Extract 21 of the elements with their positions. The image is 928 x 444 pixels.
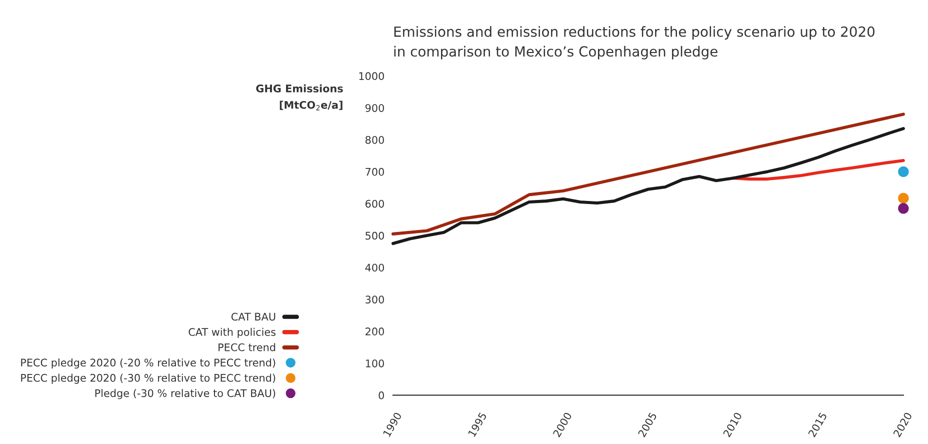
y-tick-label: 1000 (359, 72, 384, 80)
y-tick-label: 200 (366, 328, 384, 336)
y-tick-label: 0 (378, 391, 384, 400)
y-tick-label: 400 (365, 264, 384, 272)
legend-label: PECC pledge 2020 (-30 % relative to PECC trend) (21, 374, 276, 384)
line-series (391, 127, 905, 246)
y-axis-title: GHG Emissions [MtCO$_{2}$e/a] (256, 84, 343, 110)
legend-label: CAT with policies (188, 328, 276, 338)
y-tick-label: 500 (366, 232, 384, 240)
legend-label: CAT BAU (231, 312, 276, 321)
y-tick-label: 900 (365, 104, 384, 112)
line-series (391, 112, 905, 236)
legend-label: Pledge (-30 % relative to CAT BAU) (95, 389, 276, 400)
chart-title: Emissions and emission reductions for the policy scenario up to 2020 in comparison to Mexico’s Copenhagen pledge (394, 26, 874, 60)
y-tick-label: 300 (366, 296, 384, 304)
y-tick-label: 600 (366, 200, 384, 208)
y-tick-label: 100 (366, 359, 384, 368)
legend-label: PECC trend (218, 343, 276, 352)
legend-label: PECC pledge 2020 (-20 % relative to PECC trend) (21, 358, 276, 369)
y-tick-label: 800 (366, 136, 384, 144)
y-tick-label: 700 (366, 168, 384, 176)
